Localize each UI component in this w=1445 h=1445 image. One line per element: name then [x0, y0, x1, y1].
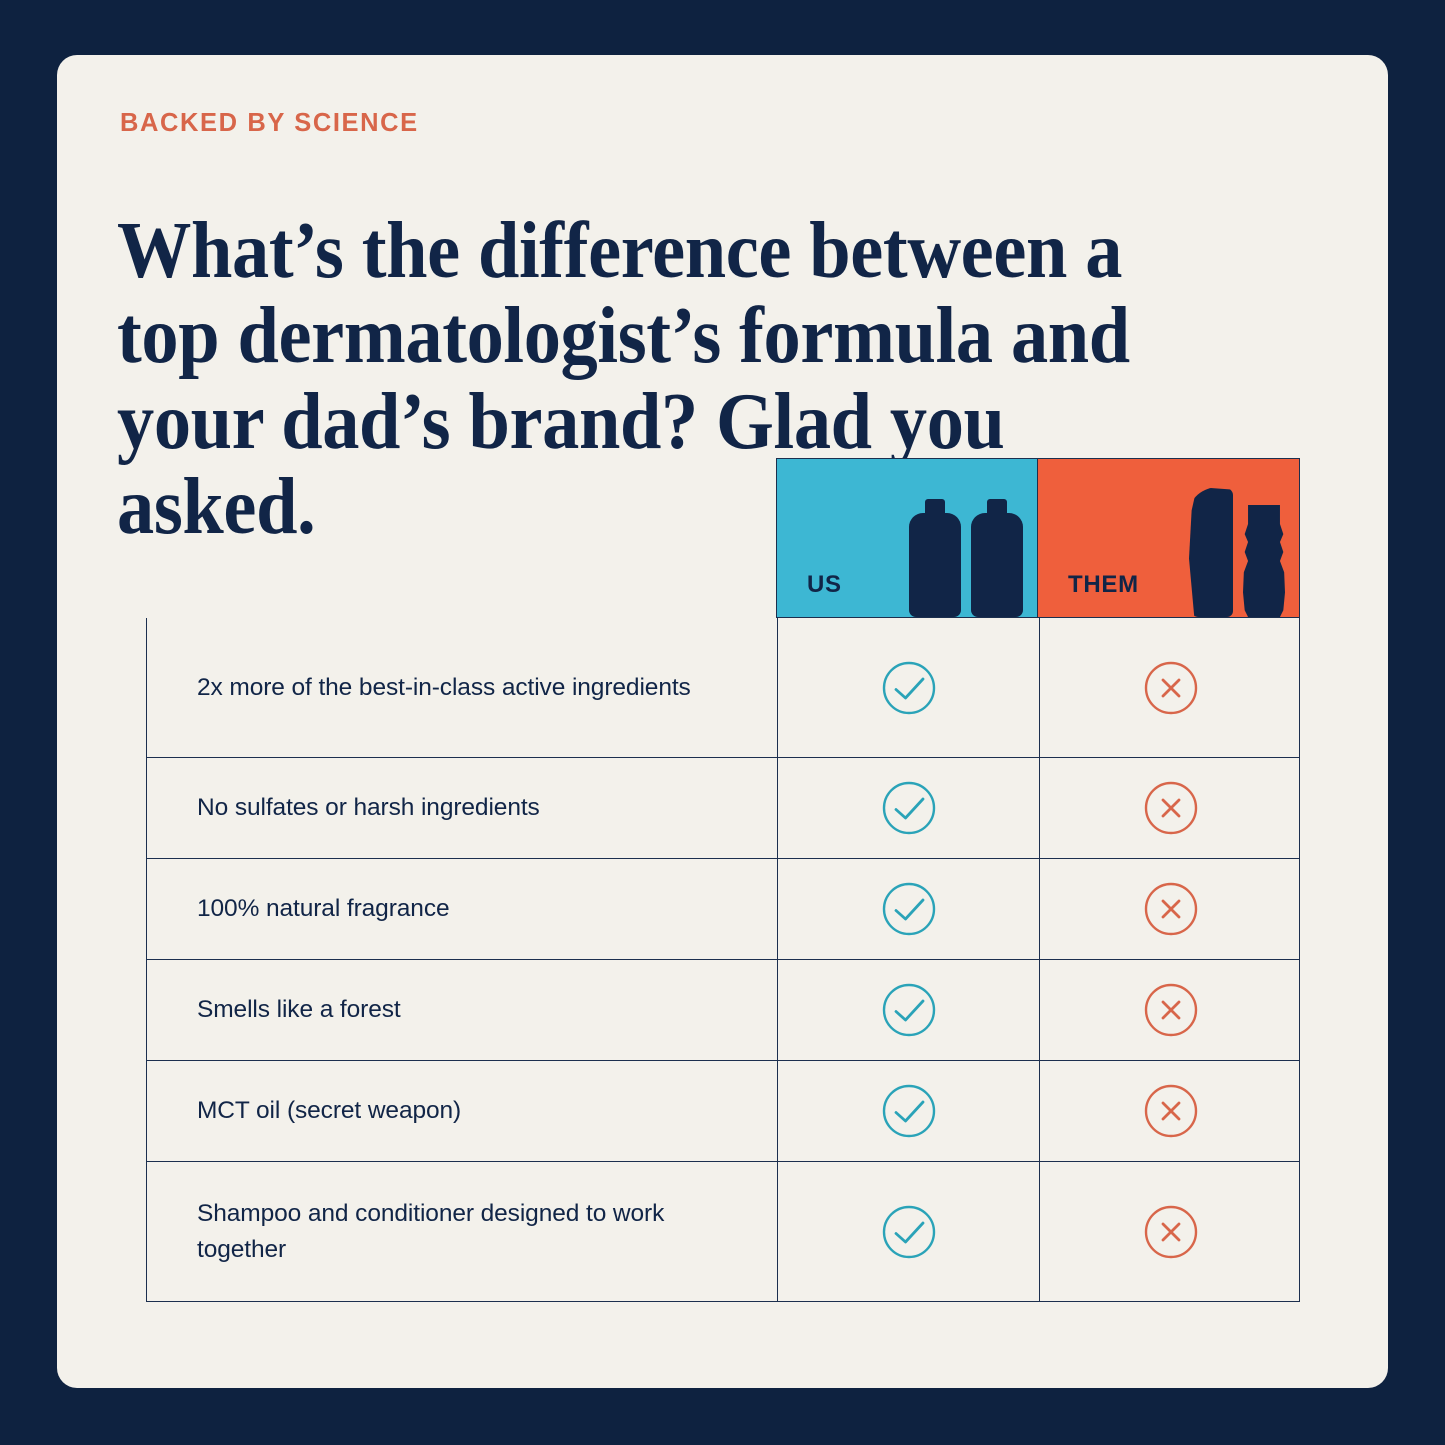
bottle-icon [909, 499, 961, 617]
table-header-row: US THEM [146, 458, 1300, 618]
x-circle-icon [1144, 1205, 1197, 1258]
tapered-bottle-icon [1189, 487, 1233, 617]
us-mark-cell [777, 960, 1039, 1060]
x-circle-icon [1144, 661, 1197, 714]
comparison-table: US THEM 2x more of the best-in-class act… [146, 458, 1300, 1302]
column-header-them: THEM [1038, 458, 1300, 618]
x-circle-icon [1144, 882, 1197, 936]
bottle-icon [971, 499, 1023, 617]
table-row: MCT oil (secret weapon) [146, 1061, 1300, 1162]
us-product-bottles-illustration [909, 499, 1023, 617]
them-mark-cell [1039, 859, 1301, 959]
eyebrow-label: BACKED BY SCIENCE [120, 109, 419, 137]
us-mark-cell [777, 859, 1039, 959]
check-circle-icon [882, 1205, 935, 1258]
feature-label: 100% natural fragrance [197, 895, 450, 923]
column-header-us: US [776, 458, 1038, 618]
them-mark-cell [1039, 960, 1301, 1060]
them-mark-cell [1039, 758, 1301, 858]
check-circle-icon [882, 882, 935, 936]
x-circle-icon [1144, 781, 1197, 835]
table-row: 100% natural fragrance [146, 859, 1300, 960]
them-mark-cell [1039, 1162, 1301, 1301]
table-row: 2x more of the best-in-class active ingr… [146, 618, 1300, 758]
feature-label: Shampoo and conditioner designed to work… [197, 1199, 665, 1263]
us-mark-cell [777, 1162, 1039, 1301]
table-row: Shampoo and conditioner designed to work… [146, 1162, 1300, 1302]
table-row: No sulfates or harsh ingredients [146, 758, 1300, 859]
feature-label: No sulfates or harsh ingredients [197, 794, 540, 822]
check-circle-icon [882, 781, 935, 835]
check-circle-icon [882, 983, 935, 1037]
check-circle-icon [882, 661, 935, 714]
feature-label: Smells like a forest [197, 996, 401, 1024]
ridged-bottle-icon [1243, 505, 1285, 617]
column-header-them-label: THEM [1068, 571, 1139, 598]
feature-label: 2x more of the best-in-class active ingr… [197, 673, 691, 701]
table-row: Smells like a forest [146, 960, 1300, 1061]
us-mark-cell [777, 618, 1039, 757]
them-mark-cell [1039, 1061, 1301, 1161]
x-circle-icon [1144, 1084, 1197, 1138]
them-product-bottles-illustration [1189, 487, 1285, 617]
us-mark-cell [777, 1061, 1039, 1161]
header-feature-spacer [146, 458, 776, 618]
x-circle-icon [1144, 983, 1197, 1037]
comparison-card: BACKED BY SCIENCE What’s the difference … [57, 55, 1388, 1388]
page-title: What’s the difference between a top derm… [117, 206, 1130, 552]
check-circle-icon [882, 1084, 935, 1138]
feature-label: MCT oil (secret weapon) [197, 1097, 462, 1125]
column-header-us-label: US [807, 571, 842, 598]
them-mark-cell [1039, 618, 1301, 757]
us-mark-cell [777, 758, 1039, 858]
